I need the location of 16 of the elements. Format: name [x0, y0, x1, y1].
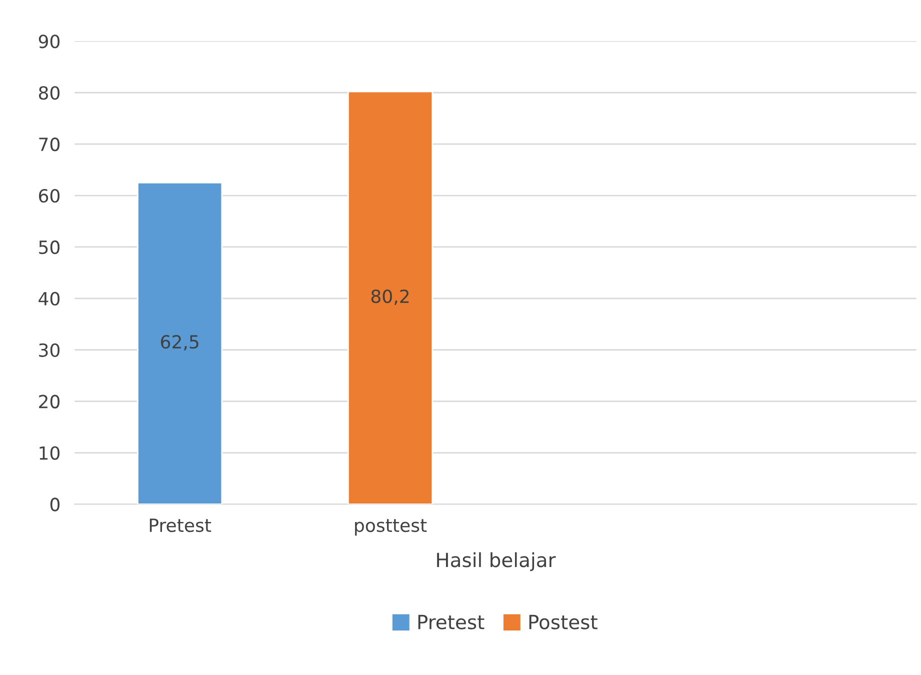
x-axis-title: Hasil belajar [437, 552, 556, 572]
y-tick-label: 80 [38, 86, 60, 100]
legend-label: Pretest [418, 614, 484, 630]
y-tick-label: 90 [38, 34, 60, 48]
y-tick-label: 50 [39, 240, 60, 254]
data-label: 80,2 [371, 289, 409, 305]
y-tick-label: 40 [38, 292, 60, 306]
y-tick-label: 20 [39, 394, 60, 408]
y-tick-label: 0 [50, 498, 60, 512]
legend-label: Postest [529, 614, 598, 630]
x-tick-label: posttest [355, 519, 427, 536]
y-tick-label: 60 [38, 188, 60, 203]
y-tick-label: 30 [39, 343, 60, 357]
y-tick-label: 70 [39, 138, 60, 152]
data-label: 62,5 [160, 335, 198, 351]
y-tick-label: 10 [40, 446, 60, 460]
